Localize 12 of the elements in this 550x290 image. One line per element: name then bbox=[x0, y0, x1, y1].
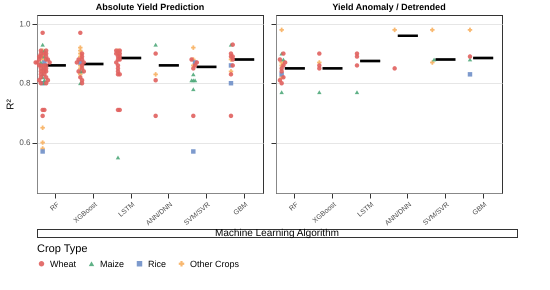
x-axis-title: Machine Learning Algorithm bbox=[215, 228, 339, 239]
y-tick-label: 1.0 bbox=[19, 19, 32, 28]
legend-title: Crop Type bbox=[37, 243, 88, 255]
legend-label: Maize bbox=[100, 258, 124, 269]
y-tick-label: 0.8 bbox=[19, 78, 32, 88]
legend-label: Wheat bbox=[50, 258, 77, 269]
chart-title: Yield Anomaly / Detrended bbox=[332, 2, 446, 12]
chart-title: Absolute Yield Prediction bbox=[96, 2, 204, 12]
y-tick-label: 0.6 bbox=[19, 138, 32, 148]
y-axis-title: R² bbox=[5, 98, 16, 110]
legend-label: Other Crops bbox=[190, 258, 240, 269]
legend-label: Rice bbox=[148, 258, 166, 269]
